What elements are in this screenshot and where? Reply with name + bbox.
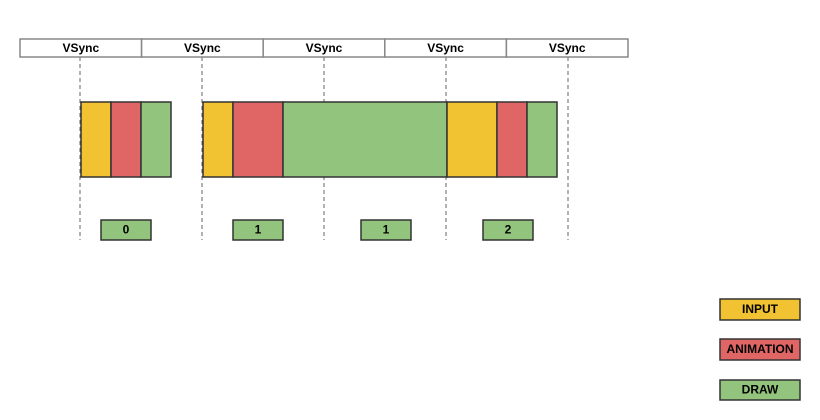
frame-label: 1 [383, 223, 390, 237]
input-segment [80, 101, 112, 178]
frame-label: 0 [123, 223, 130, 237]
legend-label: ANIMATION [726, 342, 793, 356]
input-segment [446, 101, 498, 178]
vsync-label: VSync [62, 41, 99, 55]
frame-box [482, 219, 534, 241]
legend-label: DRAW [742, 383, 779, 397]
animation-segment [232, 101, 284, 178]
legend: INPUT ANIMATION DRAW [719, 298, 801, 401]
frame-box [232, 219, 284, 241]
input-segment [202, 101, 234, 178]
vsync-label: VSync [184, 41, 221, 55]
vsync-label: VSync [549, 41, 586, 55]
legend-swatch [719, 379, 801, 401]
legend-label: INPUT [742, 302, 779, 316]
draw-segment [282, 101, 448, 178]
draw-segment [526, 101, 558, 178]
frame-label: 2 [505, 223, 512, 237]
vsync-label: VSync [306, 41, 343, 55]
frame-box [360, 219, 412, 241]
frame-box [100, 219, 152, 241]
frame-counters: 0 1 1 2 [100, 219, 534, 241]
legend-swatch [719, 338, 801, 361]
frame-label: 1 [255, 223, 262, 237]
vsync-box [505, 38, 629, 58]
animation-segment [496, 101, 528, 178]
frame-blocks [80, 101, 558, 178]
legend-swatch [719, 298, 801, 321]
draw-segment [140, 101, 172, 178]
vsync-row: VSync VSync VSync VSync VSync [19, 38, 629, 58]
vsync-label: VSync [427, 41, 464, 55]
animation-segment [110, 101, 142, 178]
